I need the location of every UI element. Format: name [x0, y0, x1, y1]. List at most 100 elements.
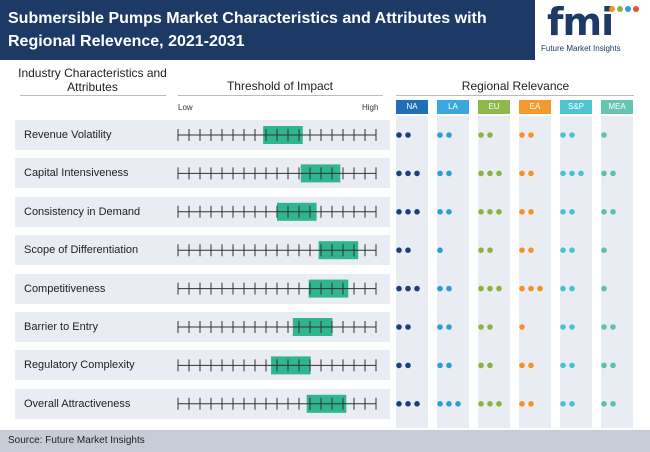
relevance-dot-la: [446, 401, 452, 407]
relevance-dot-na: [396, 362, 402, 369]
relevance-dot-la: [437, 247, 443, 253]
row-label: Barrier to Entry: [24, 321, 98, 333]
relevance-dot-na: [405, 247, 411, 253]
relevance-dot-la: [437, 362, 443, 369]
relevance-dot-ea: [528, 401, 534, 407]
relevance-dot-eu: [487, 209, 493, 215]
region-column-ea: [519, 116, 551, 428]
relevance-dot-na: [405, 401, 411, 407]
relevance-dot-mea: [601, 362, 607, 369]
relevance-dot-na: [396, 285, 402, 292]
relevance-dot-sap: [560, 324, 566, 330]
relevance-dot-na: [414, 170, 420, 177]
relevance-dot-mea: [601, 209, 607, 215]
relevance-dot-ea: [519, 170, 525, 177]
relevance-dot-eu: [487, 362, 493, 369]
relevance-dot-sap: [569, 209, 575, 215]
relevance-dot-mea: [601, 401, 607, 407]
region-column-na: [396, 116, 428, 428]
relevance-dot-la: [437, 209, 443, 215]
relevance-dot-la: [446, 285, 452, 292]
relevance-dot-la: [437, 132, 443, 138]
regional-rule: [396, 95, 634, 96]
relevance-dot-sap: [569, 170, 575, 177]
relevance-dot-la: [437, 170, 443, 177]
relevance-dot-ea: [528, 285, 534, 292]
threshold-rule: [178, 95, 383, 96]
relevance-dot-na: [396, 132, 402, 138]
row-label: Scope of Differentiation: [24, 244, 139, 257]
relevance-dot-na: [396, 324, 402, 330]
relevance-dot-mea: [610, 170, 616, 177]
relevance-dot-ea: [519, 362, 525, 369]
relevance-dot-mea: [601, 247, 607, 253]
low-label: Low: [178, 103, 193, 112]
relevance-dot-ea: [519, 401, 525, 407]
logo-mark: fmi: [547, 0, 614, 44]
relevance-dot-sap: [560, 247, 566, 253]
characteristics-heading: Industry Characteristics and Attributes: [18, 66, 167, 94]
relevance-dot-eu: [487, 132, 493, 138]
relevance-dot-mea: [610, 401, 616, 407]
relevance-dot-mea: [610, 209, 616, 215]
relevance-dot-ea: [528, 362, 534, 369]
relevance-dot-mea: [601, 324, 607, 330]
relevance-dot-la: [437, 401, 443, 407]
fmi-logo: fmi Future Market Insights: [535, 0, 650, 60]
relevance-dot-mea: [610, 362, 616, 369]
relevance-dot-ea: [528, 132, 534, 138]
region-column-la: [437, 116, 469, 428]
relevance-dot-na: [396, 170, 402, 177]
relevance-dot-eu: [478, 132, 484, 138]
relevance-dot-sap: [560, 209, 566, 215]
relevance-dot-ea: [537, 285, 543, 292]
relevance-dot-eu: [496, 401, 502, 407]
relevance-dot-na: [414, 285, 420, 292]
relevance-dot-sap: [560, 401, 566, 407]
chart-title: Submersible Pumps Market Characteristics…: [8, 10, 487, 50]
relevance-dot-sap: [569, 132, 575, 138]
relevance-dot-eu: [478, 209, 484, 215]
relevance-dot-na: [414, 401, 420, 407]
relevance-dot-sap: [569, 324, 575, 330]
relevance-dot-ea: [528, 170, 534, 177]
relevance-dot-ea: [519, 285, 525, 292]
relevance-dot-la: [455, 401, 461, 407]
region-badge-ea: EA: [519, 100, 551, 114]
relevance-dot-eu: [487, 401, 493, 407]
logo-subtitle: Future Market Insights: [541, 44, 621, 53]
row-label: Overall Attractiveness: [24, 397, 131, 410]
relevance-dot-na: [396, 247, 402, 253]
relevance-dot-eu: [487, 170, 493, 177]
relevance-dot-la: [437, 324, 443, 330]
relevance-dot-sap: [569, 247, 575, 253]
row-label: Revenue Volatility: [24, 129, 112, 141]
high-label: High: [362, 103, 379, 112]
relevance-dot-la: [446, 324, 452, 330]
characteristics-rule: [20, 95, 166, 96]
relevance-dot-na: [396, 209, 402, 215]
relevance-dot-eu: [487, 285, 493, 292]
region-badge-eu: EU: [478, 100, 510, 114]
relevance-dot-eu: [478, 247, 484, 253]
relevance-dot-eu: [478, 324, 484, 330]
relevance-dot-eu: [496, 170, 502, 177]
relevance-dot-mea: [601, 170, 607, 177]
relevance-dot-ea: [519, 324, 525, 330]
relevance-dot-eu: [478, 170, 484, 177]
source-note: Source: Future Market Insights: [0, 430, 650, 452]
relevance-dot-sap: [569, 285, 575, 292]
relevance-dot-eu: [496, 285, 502, 292]
region-badge-la: LA: [437, 100, 469, 114]
relevance-dot-sap: [569, 401, 575, 407]
threshold-heading: Threshold of Impact: [226, 79, 334, 93]
row-label: Regulatory Complexity: [24, 359, 135, 372]
relevance-dot-na: [405, 132, 411, 138]
relevance-dot-na: [405, 209, 411, 215]
region-badge-na: NA: [396, 100, 428, 114]
relevance-dot-eu: [496, 209, 502, 215]
relevance-dot-eu: [478, 362, 484, 369]
relevance-dot-na: [405, 324, 411, 330]
relevance-dot-ea: [519, 132, 525, 138]
